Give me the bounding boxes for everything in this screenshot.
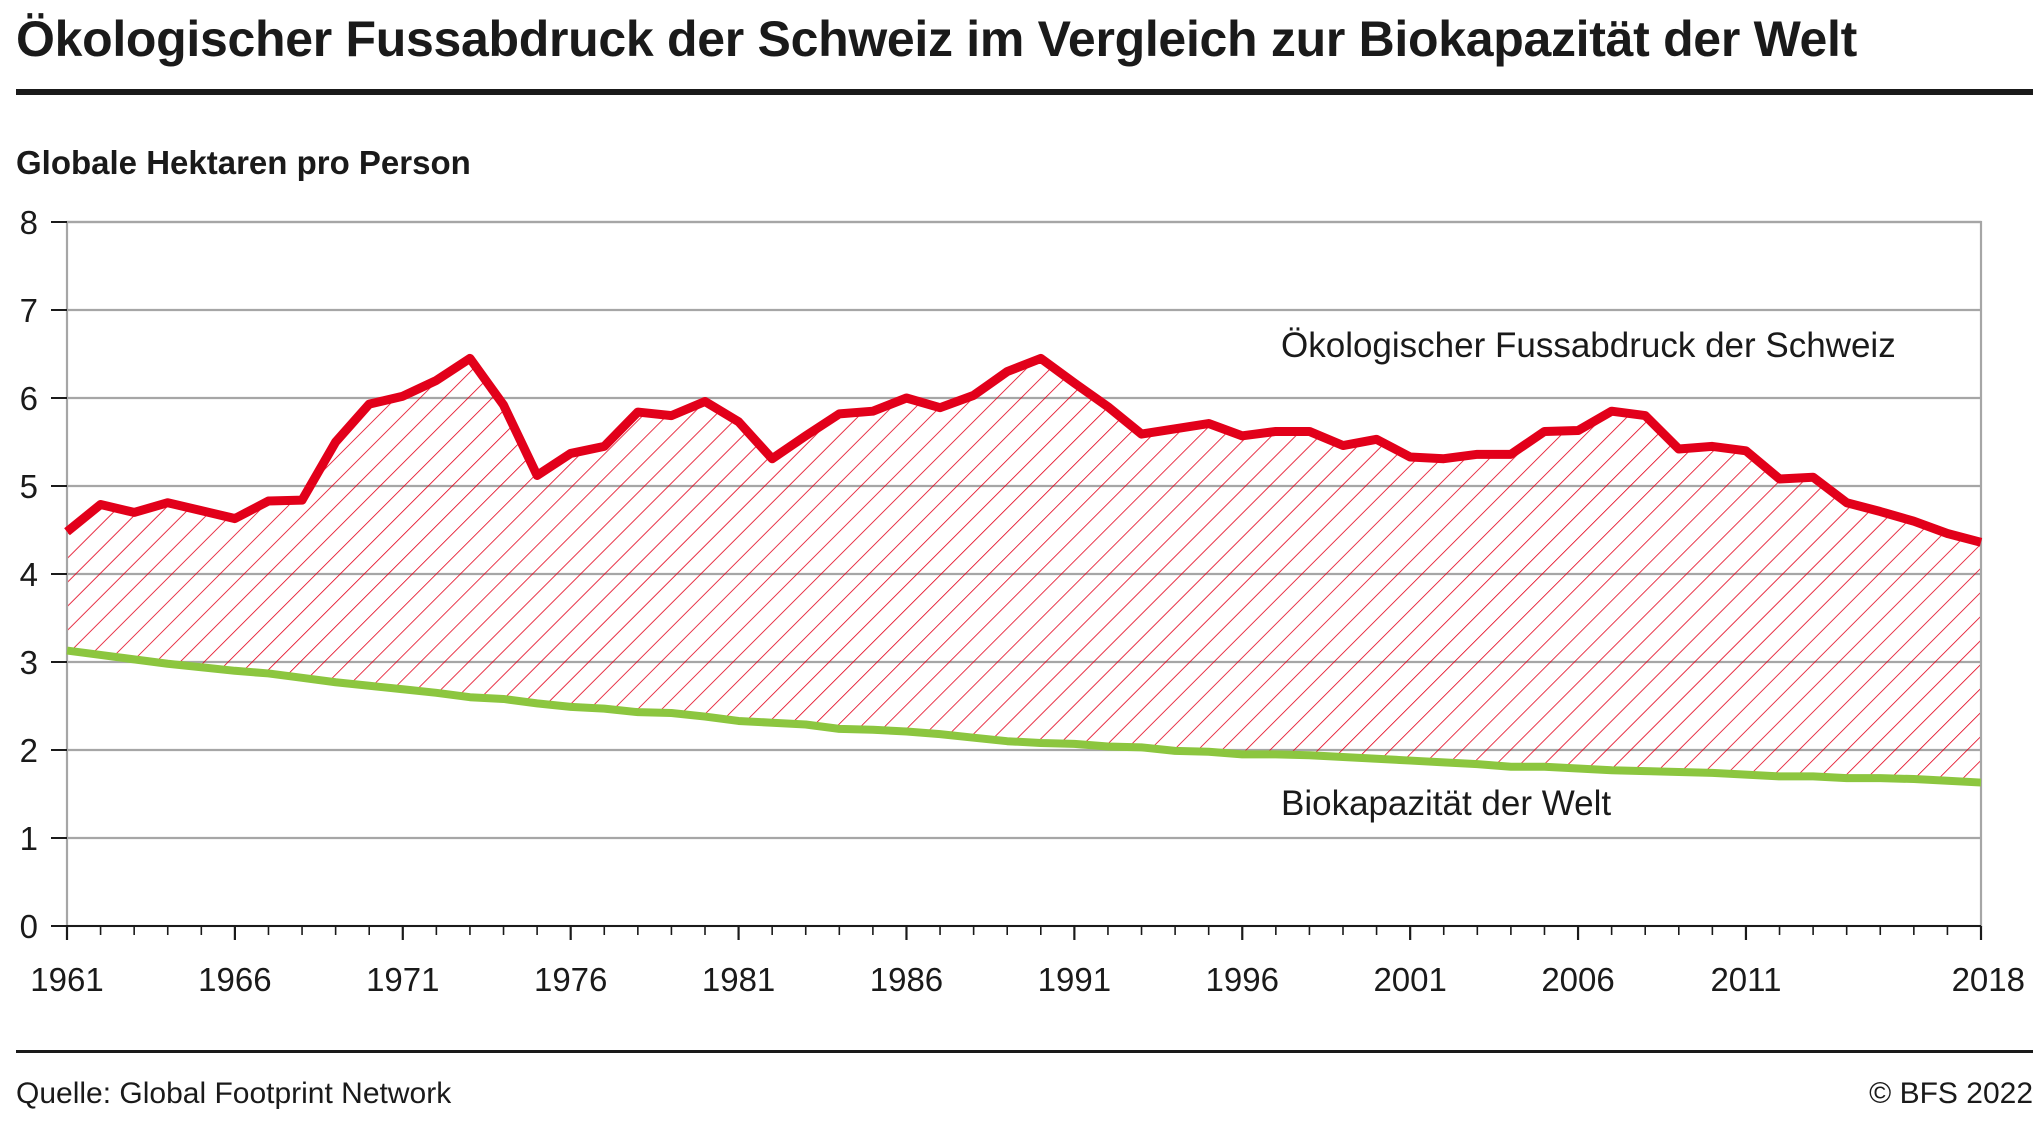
annotation-footprint: Ökologischer Fussabdruck der Schweiz [1281, 326, 1896, 365]
x-tick-label-2001: 2001 [1373, 961, 1446, 998]
x-tick-label-1981: 1981 [702, 961, 775, 998]
y-tick-label-3: 3 [20, 644, 38, 681]
series-line-footprint [64, 353, 1983, 547]
series-lines [64, 353, 1983, 787]
x-tick-label-1976: 1976 [534, 961, 607, 998]
title-rule [16, 89, 2033, 95]
x-tick-label-1996: 1996 [1206, 961, 1279, 998]
x-axis: 1961 1966 1971 1976 1981 1986 1991 1996 2001 2006… [30, 925, 2025, 998]
copyright-note: © BFS 2022 [1869, 1077, 2033, 1110]
x-tick-label-2011: 2011 [1710, 961, 1781, 998]
source-note: Quelle: Global Footprint Network [16, 1077, 452, 1110]
gap-hatched-area [67, 358, 1981, 783]
series-line-biocapacity [66, 646, 1982, 787]
y-tick-label-1: 1 [20, 820, 38, 857]
x-tick-label-2006: 2006 [1541, 961, 1614, 998]
series-annotations: Ökologischer Fussabdruck der Schweiz Bio… [1281, 326, 1896, 823]
y-tick-label-6: 6 [20, 380, 38, 417]
x-tick-label-1966: 1966 [198, 961, 271, 998]
x-tick-label-2018: 2018 [1952, 961, 2025, 998]
footer-rule [16, 1050, 2033, 1053]
y-tick-label-8: 8 [20, 204, 38, 241]
y-axis-unit-label: Globale Hektaren pro Person [16, 144, 471, 181]
x-tick-label-1971: 1971 [366, 961, 439, 998]
y-tick-label-5: 5 [20, 468, 38, 505]
y-axis: 0 1 2 3 4 5 6 7 8 [20, 204, 67, 945]
y-tick-label-0: 0 [20, 908, 38, 945]
annotation-biocapacity: Biokapazität der Welt [1281, 784, 1611, 823]
x-tick-label-1986: 1986 [870, 961, 943, 998]
chart-title: Ökologischer Fussabdruck der Schweiz im … [16, 11, 1858, 67]
x-tick-label-1991: 1991 [1038, 961, 1111, 998]
y-tick-label-2: 2 [20, 732, 38, 769]
y-tick-label-7: 7 [20, 292, 38, 329]
gap-area [67, 358, 1981, 783]
x-tick-label-1961: 1961 [30, 961, 103, 998]
y-tick-label-4: 4 [20, 556, 38, 593]
